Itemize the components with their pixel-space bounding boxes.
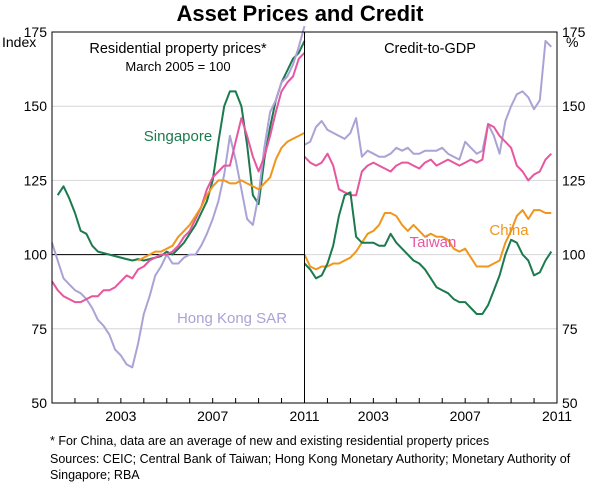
x-tick-label: 2007 — [450, 408, 481, 424]
y-tick-label-left: 50 — [31, 395, 47, 411]
x-tick-label: 2011 — [289, 408, 319, 424]
series-line-china-property — [137, 132, 305, 262]
right-axis-unit-label: % — [566, 34, 578, 50]
series-line-taiwan — [303, 123, 553, 197]
y-tick-label-left: 75 — [31, 321, 47, 337]
annotation-singapore: Singapore — [144, 128, 212, 145]
series-line-china — [303, 209, 552, 271]
series-line-singapore — [303, 191, 553, 315]
y-tick-label-left: 150 — [24, 98, 48, 114]
y-tick-label-right: 125 — [562, 172, 586, 188]
x-tick-label: 2003 — [358, 408, 389, 424]
y-tick-label-left: 125 — [24, 172, 48, 188]
y-tick-label-right: 150 — [562, 98, 586, 114]
left-panel-title: Residential property prices* — [89, 41, 267, 57]
annotation-taiwan: Taiwan — [410, 234, 457, 251]
series-line-taiwan-property — [51, 52, 306, 304]
y-tick-label-right: 50 — [562, 395, 578, 411]
y-tick-label-left: 100 — [24, 247, 48, 263]
y-tick-label-right: 100 — [562, 247, 586, 263]
annotation-china: China — [489, 222, 529, 239]
x-tick-label: 2011 — [542, 408, 572, 424]
left-panel-subtitle: March 2005 = 100 — [125, 59, 230, 74]
footnote-china: * For China, data are an average of new … — [50, 434, 490, 448]
x-tick-label: 2007 — [197, 408, 228, 424]
y-tick-label-left: 175 — [24, 24, 48, 40]
right-panel-title: Credit-to-GDP — [384, 41, 476, 57]
y-tick-label-right: 175 — [562, 24, 586, 40]
annotation-hong-kong-sar: Hong Kong SAR — [177, 310, 287, 327]
left-axis-unit-label: Index — [2, 34, 36, 50]
series-line-singapore — [56, 40, 306, 262]
footnote-sources: Sources: CEIC; Central Bank of Taiwan; H… — [50, 452, 571, 482]
y-tick-label-right: 75 — [562, 321, 578, 337]
x-tick-label: 2003 — [105, 408, 136, 424]
series-line-hong-kong-sar — [304, 39, 553, 161]
page-title: Asset Prices and Credit — [176, 1, 424, 26]
